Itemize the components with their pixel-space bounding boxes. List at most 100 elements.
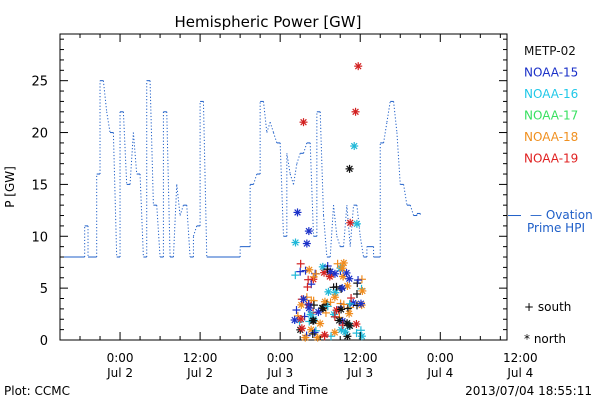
cluster-marker: [330, 293, 339, 302]
star-d2: [307, 326, 315, 334]
cluster-marker: [335, 316, 344, 325]
star-d2: [315, 308, 322, 316]
star-d2: [297, 315, 305, 323]
y-tick-label: 15: [31, 178, 48, 193]
cluster-marker: [338, 284, 347, 293]
ovation-segment: [286, 153, 291, 175]
ovation-segment: [186, 205, 191, 258]
cluster-marker: [345, 321, 354, 330]
cluster-marker: [320, 268, 329, 277]
cluster-marker: [345, 309, 354, 318]
ovation-segment: [176, 184, 181, 216]
star-d2: [305, 266, 313, 274]
satellite-marker: [304, 227, 313, 236]
x-tick-label-time: 0:00: [427, 351, 454, 365]
ovation-segment: [266, 122, 271, 133]
star-d2: [346, 219, 354, 227]
ovation-segment: [396, 132, 401, 185]
ovation-segment: [102, 80, 108, 112]
ovation-segment: [253, 173, 258, 185]
star-d2: [344, 332, 351, 340]
ovation-segment: [273, 132, 278, 144]
ovation-segment: [172, 184, 178, 258]
cluster-marker: [345, 274, 354, 283]
ovation-segment: [192, 225, 198, 237]
legend-entry: METP-02: [524, 44, 576, 58]
cluster-marker: [339, 258, 348, 267]
cluster-marker: [352, 320, 361, 329]
ovation-label-line1: — Ovation: [530, 208, 593, 222]
star-d2: [327, 268, 334, 275]
y-tick-label: 0: [40, 334, 48, 349]
cluster-marker: [332, 306, 341, 315]
star-d2: [331, 270, 339, 278]
x-tick-label-date: Jul 4: [506, 366, 533, 380]
star-d2: [300, 295, 307, 303]
satellite-marker: [345, 164, 354, 173]
footer-left: Plot: CCMC: [4, 384, 70, 398]
cluster-marker: [296, 259, 305, 268]
star-d2: [300, 118, 307, 126]
ovation-segment: [289, 173, 294, 185]
cluster-marker: [354, 276, 363, 285]
star-d2: [326, 273, 334, 280]
cluster-marker: [320, 332, 329, 341]
star-d2: [345, 275, 353, 283]
star-d2: [301, 334, 309, 341]
legend-south: + south: [524, 300, 571, 314]
x-tick-label-date: Jul 3: [266, 366, 293, 380]
cluster-marker: [324, 287, 333, 296]
ovation-segment: [356, 205, 361, 237]
satellite-marker: [302, 239, 311, 248]
satellite-marker: [350, 142, 359, 151]
y-tick-label: 5: [40, 282, 48, 297]
ovation-segment: [323, 215, 328, 258]
cluster-marker: [301, 333, 310, 342]
cluster-marker: [347, 294, 356, 303]
ovation-segment: [386, 101, 391, 123]
ovation-segment: [383, 122, 388, 143]
satellite-marker: [346, 218, 355, 227]
ovation-segment: [296, 153, 301, 164]
y-tick-label: 25: [31, 75, 48, 90]
star-d2: [303, 240, 311, 247]
ovation-segment: [309, 142, 315, 237]
x-tick-label-time: 12:00: [183, 351, 218, 365]
legend-entry: NOAA-19: [524, 152, 578, 166]
star-d2: [338, 284, 346, 292]
ovation-segment: [349, 205, 355, 247]
x-tick-label-date: Jul 3: [346, 366, 373, 380]
star-d2: [342, 328, 349, 336]
cluster-marker: [310, 328, 319, 337]
cluster-marker: [323, 302, 332, 311]
ovation-segment: [279, 142, 284, 237]
star-d2: [354, 62, 362, 70]
star-d2: [331, 293, 339, 301]
ovation-segment: [293, 163, 298, 185]
star-d2: [353, 320, 360, 328]
ovation-segment: [393, 101, 398, 133]
star-d2: [349, 299, 357, 307]
cluster-marker: [356, 299, 365, 308]
cluster-marker: [308, 329, 317, 338]
cluster-marker: [314, 308, 323, 317]
x-tick-label-time: 12:00: [343, 351, 378, 365]
ovation-segment: [132, 132, 138, 175]
legend-entry: NOAA-16: [524, 87, 578, 101]
cluster-marker: [296, 315, 305, 324]
ovation-segment: [149, 80, 154, 206]
star-d2: [305, 227, 313, 235]
cluster-marker: [358, 286, 367, 295]
star-d2: [345, 310, 353, 317]
ovation-segment: [262, 101, 268, 133]
legend-north: * north: [524, 332, 566, 346]
cluster-marker: [339, 300, 348, 309]
cluster-marker: [308, 316, 317, 325]
ovation-segment: [409, 204, 415, 216]
cluster-marker: [357, 275, 366, 284]
chart-title: Hemispheric Power [GW]: [175, 13, 362, 31]
ovation-segment: [403, 184, 408, 206]
x-tick-label-date: Jul 2: [186, 366, 213, 380]
